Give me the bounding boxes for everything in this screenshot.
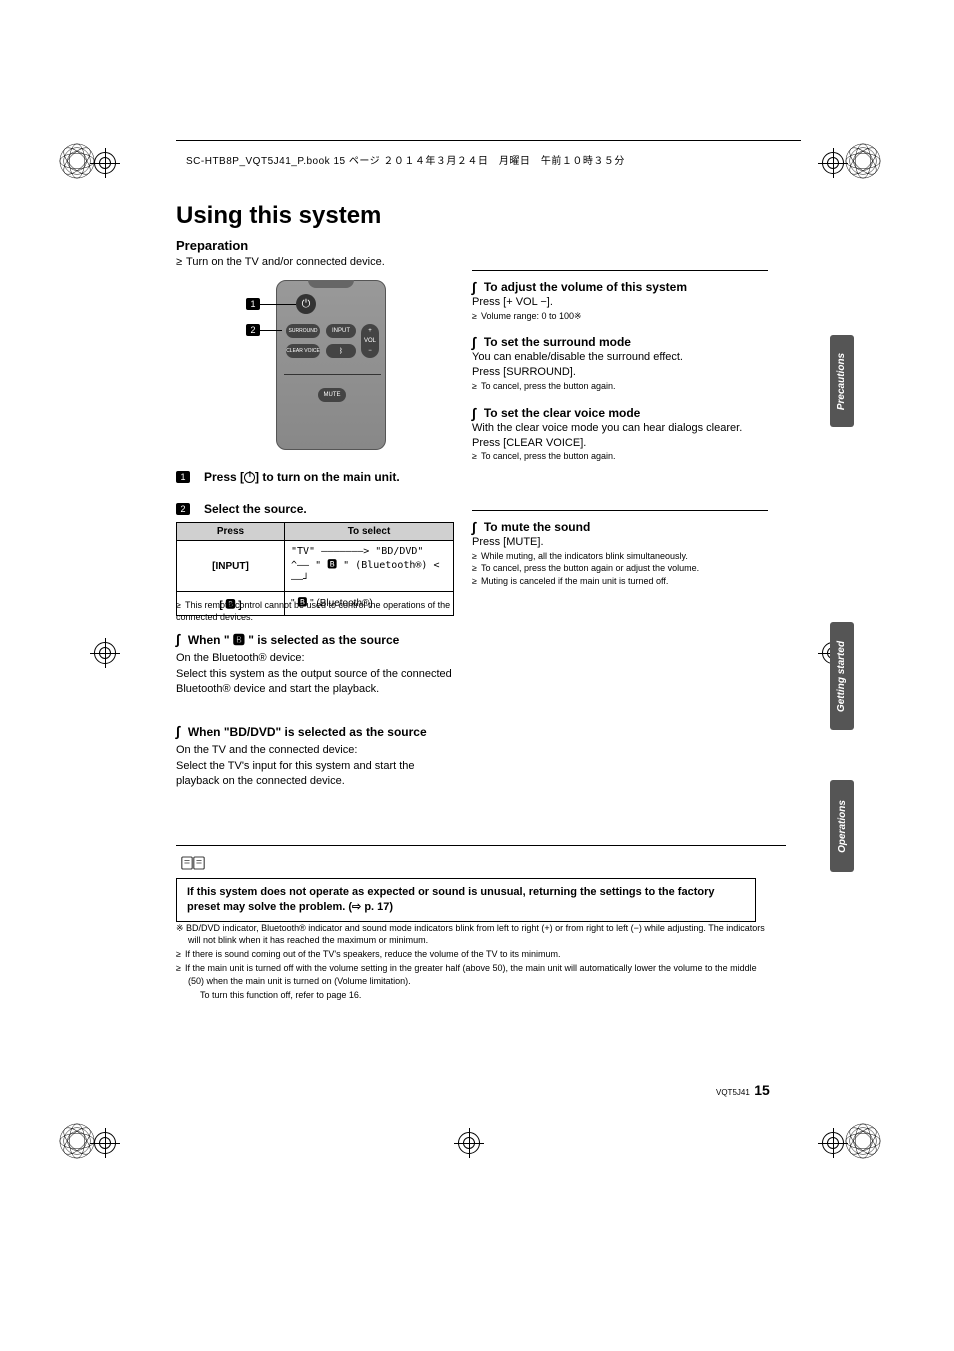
right-column-mute: ∫To mute the sound Press [MUTE]. While m…: [472, 510, 768, 588]
page-number: VQT5J41 15: [716, 1082, 770, 1098]
step-1-text: Press [] to turn on the main unit.: [204, 470, 400, 484]
mute-title: ∫To mute the sound: [472, 519, 768, 535]
clear-body-1: With the clear voice mode you can hear d…: [472, 421, 768, 436]
side-tab-precautions: Precautions: [830, 335, 854, 427]
spiro-bl: [58, 1122, 96, 1160]
header-rule: [176, 140, 801, 141]
step-2-text: Select the source.: [204, 502, 307, 516]
remote-input-button: INPUT: [326, 324, 356, 338]
step-1-number: 1: [176, 471, 190, 483]
spiro-br: [844, 1122, 882, 1160]
side-tab-operations: Operations: [830, 780, 854, 872]
step-2-number: 2: [176, 503, 190, 515]
surround-title: ∫To set the surround mode: [472, 334, 768, 350]
when-bd-line2: Select the TV's input for this system an…: [176, 759, 456, 789]
warning-box: If this system does not operate as expec…: [176, 878, 756, 922]
table-header-press: Press: [177, 523, 285, 541]
reg-mark-l: [90, 638, 120, 668]
mute-body: Press [MUTE].: [472, 535, 768, 550]
clear-body-2: Press [CLEAR VOICE].: [472, 436, 768, 451]
reg-mark-b: [454, 1128, 484, 1158]
footnote-2: If there is sound coming out of the TV's…: [176, 948, 771, 960]
remote-clearvoice-button: CLEAR VOICE: [286, 344, 320, 358]
spiro-tl: [58, 142, 96, 180]
remote-bluetooth-button: ᛒ: [326, 344, 356, 358]
when-bd-title: When "BD/DVD" is selected as the source: [188, 725, 427, 741]
callout-2: 2: [246, 324, 260, 336]
section-when-bluetooth: ∫When " 🅱 " is selected as the source On…: [176, 630, 456, 697]
preparation-heading: Preparation: [176, 238, 248, 253]
spiro-tr: [844, 142, 882, 180]
clear-title: ∫To set the clear voice mode: [472, 405, 768, 421]
header-text: SC-HTB8P_VQT5J41_P.book 15 ページ ２０１４年３月２４…: [186, 152, 625, 167]
table-row-input-press: [INPUT]: [177, 541, 285, 592]
footnote-1: ※ BD/DVD indicator, Bluetooth® indicator…: [176, 922, 771, 946]
when-bd-line1: On the TV and the connected device:: [176, 743, 456, 758]
side-tab-getting-started: Getting started: [830, 622, 854, 730]
vol-title: ∫To adjust the volume of this system: [472, 279, 768, 295]
right-column: ∫To adjust the volume of this system Pre…: [472, 270, 768, 463]
vol-note: Volume range: 0 to 100※: [472, 310, 768, 323]
mute-note-3: Muting is canceled if the main unit is t…: [472, 575, 768, 588]
remote-surround-button: SURROUND: [286, 324, 320, 338]
remote-illustration: ⏻ SURROUND INPUT CLEAR VOICE ᛒ +VOL− MUT…: [246, 280, 386, 450]
clear-note: To cancel, press the button again.: [472, 450, 768, 463]
page-title: Using this system: [176, 202, 381, 230]
when-bt-line1: On the Bluetooth® device:: [176, 651, 456, 666]
preparation-text: Turn on the TV and/or connected device.: [176, 256, 385, 268]
table-row-input-select: "TV" ———————> "BD/DVD" ^—— " 🅱 " (Blueto…: [285, 541, 454, 592]
when-bt-title: When " 🅱 " is selected as the source: [188, 633, 399, 649]
step-2: 2 Select the source.: [176, 502, 307, 516]
power-icon: [244, 472, 255, 483]
callout-1: 1: [246, 298, 260, 310]
footnote-3b: To turn this function off, refer to page…: [176, 989, 771, 1001]
vol-body: Press [+ VOL −].: [472, 295, 768, 310]
footnotes: ※ BD/DVD indicator, Bluetooth® indicator…: [176, 922, 771, 1003]
note-icon: [181, 856, 205, 870]
surround-body-2: Press [SURROUND].: [472, 365, 768, 380]
footnote-3: If the main unit is turned off with the …: [176, 962, 771, 986]
remote-mute-button: MUTE: [318, 388, 346, 402]
step-1: 1 Press [] to turn on the main unit.: [176, 470, 400, 484]
table-note: This remote control cannot be used to co…: [176, 600, 454, 623]
surround-note: To cancel, press the button again.: [472, 380, 768, 393]
remote-volume-rocker: +VOL−: [361, 324, 379, 358]
mute-note-2: To cancel, press the button again or adj…: [472, 562, 768, 575]
when-bt-line2: Select this system as the output source …: [176, 667, 456, 697]
remote-power-button: ⏻: [296, 294, 316, 314]
section-when-bddvd: ∫When "BD/DVD" is selected as the source…: [176, 722, 456, 789]
mute-note-1: While muting, all the indicators blink s…: [472, 550, 768, 563]
table-header-select: To select: [285, 523, 454, 541]
bottom-rule: [176, 845, 786, 846]
surround-body-1: You can enable/disable the surround effe…: [472, 350, 768, 365]
